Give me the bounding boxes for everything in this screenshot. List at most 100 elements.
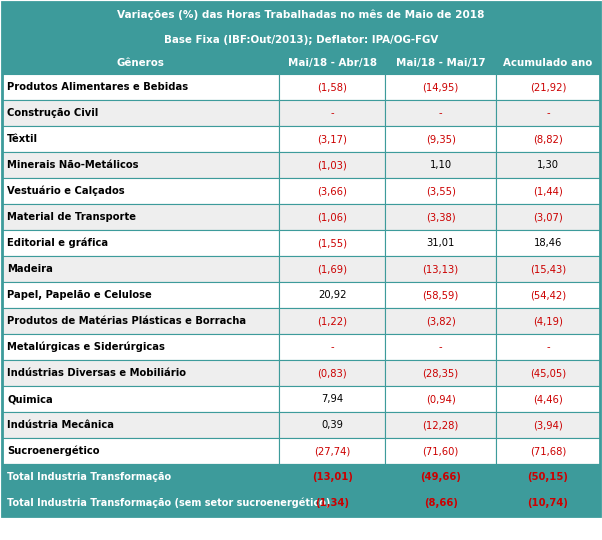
Bar <box>279 490 385 516</box>
Bar <box>496 412 600 438</box>
Text: Quimica: Quimica <box>7 394 53 404</box>
Bar <box>2 464 279 490</box>
Bar <box>2 308 279 334</box>
Text: Sucroenergético: Sucroenergético <box>7 446 99 456</box>
Text: Total Industria Transformação: Total Industria Transformação <box>7 472 171 482</box>
Text: (21,92): (21,92) <box>530 82 566 92</box>
Text: Indústrias Diversas e Mobiliário: Indústrias Diversas e Mobiliário <box>7 368 186 378</box>
Bar <box>385 204 496 230</box>
Bar <box>385 256 496 282</box>
Bar <box>385 490 496 516</box>
Text: (58,59): (58,59) <box>423 290 459 300</box>
Bar <box>496 490 600 516</box>
Bar <box>2 204 279 230</box>
Bar <box>496 152 600 178</box>
Text: (50,15): (50,15) <box>527 472 568 482</box>
Text: (1,34): (1,34) <box>315 498 349 508</box>
Text: -: - <box>330 342 334 352</box>
Bar <box>385 100 496 126</box>
Bar <box>2 438 279 464</box>
Text: (28,35): (28,35) <box>423 368 459 378</box>
Text: (3,66): (3,66) <box>317 186 347 196</box>
Bar <box>385 152 496 178</box>
Bar <box>496 100 600 126</box>
Text: (54,42): (54,42) <box>530 290 566 300</box>
Text: Papel, Papelão e Celulose: Papel, Papelão e Celulose <box>7 290 152 300</box>
Text: (3,55): (3,55) <box>426 186 456 196</box>
Text: Indústria Mecânica: Indústria Mecânica <box>7 420 114 430</box>
Bar <box>2 360 279 386</box>
Text: (13,01): (13,01) <box>312 472 353 482</box>
Text: Total Industria Transformação (sem setor sucroenergético): Total Industria Transformação (sem setor… <box>7 498 330 508</box>
Text: Variações (%) das Horas Trabalhadas no mês de Maio de 2018: Variações (%) das Horas Trabalhadas no m… <box>117 10 485 20</box>
Bar <box>279 52 385 74</box>
Text: (45,05): (45,05) <box>530 368 566 378</box>
Bar <box>2 178 279 204</box>
Text: (10,74): (10,74) <box>527 498 568 508</box>
Text: Madeira: Madeira <box>7 264 53 274</box>
Text: (1,03): (1,03) <box>317 160 347 170</box>
Bar <box>279 386 385 412</box>
Bar <box>385 178 496 204</box>
Text: (4,46): (4,46) <box>533 394 563 404</box>
Bar <box>279 178 385 204</box>
Bar <box>385 360 496 386</box>
Bar <box>279 438 385 464</box>
Text: (27,74): (27,74) <box>314 446 350 456</box>
Bar <box>496 256 600 282</box>
Bar <box>2 230 279 256</box>
Text: (9,35): (9,35) <box>426 134 456 144</box>
Text: (3,94): (3,94) <box>533 420 563 430</box>
Bar <box>496 230 600 256</box>
Bar <box>279 282 385 308</box>
Text: Base Fixa (IBF:Out/2013); Deflator: IPA/OG-FGV: Base Fixa (IBF:Out/2013); Deflator: IPA/… <box>164 35 438 45</box>
Bar <box>496 178 600 204</box>
Text: (8,66): (8,66) <box>424 498 458 508</box>
Text: (8,82): (8,82) <box>533 134 563 144</box>
Text: -: - <box>546 108 550 118</box>
Text: -: - <box>439 108 442 118</box>
Bar <box>385 126 496 152</box>
Text: Construção Civil: Construção Civil <box>7 108 98 118</box>
Text: (1,55): (1,55) <box>317 238 347 248</box>
Bar <box>385 412 496 438</box>
Bar <box>385 308 496 334</box>
Text: (0,83): (0,83) <box>317 368 347 378</box>
Bar <box>496 204 600 230</box>
Text: -: - <box>546 342 550 352</box>
Text: (49,66): (49,66) <box>420 472 461 482</box>
Text: 1,10: 1,10 <box>430 160 452 170</box>
Bar <box>279 360 385 386</box>
Text: (1,06): (1,06) <box>317 212 347 222</box>
Text: -: - <box>330 108 334 118</box>
Bar <box>279 334 385 360</box>
Bar <box>2 386 279 412</box>
Bar <box>385 230 496 256</box>
Bar <box>385 464 496 490</box>
Bar <box>496 126 600 152</box>
Text: Material de Transporte: Material de Transporte <box>7 212 136 222</box>
Text: (71,60): (71,60) <box>423 446 459 456</box>
Text: (1,44): (1,44) <box>533 186 563 196</box>
Text: (3,17): (3,17) <box>317 134 347 144</box>
Text: Vestuário e Calçados: Vestuário e Calçados <box>7 186 125 196</box>
Text: (15,43): (15,43) <box>530 264 566 274</box>
Bar <box>2 256 279 282</box>
Bar <box>279 152 385 178</box>
Bar <box>279 412 385 438</box>
Bar <box>385 386 496 412</box>
Bar <box>496 74 600 100</box>
Bar <box>279 308 385 334</box>
Text: Minerais Não-Metálicos: Minerais Não-Metálicos <box>7 160 138 170</box>
Bar <box>496 282 600 308</box>
Bar <box>2 490 279 516</box>
Text: Produtos Alimentares e Bebidas: Produtos Alimentares e Bebidas <box>7 82 188 92</box>
Bar <box>385 334 496 360</box>
Bar <box>496 386 600 412</box>
Text: 31,01: 31,01 <box>426 238 455 248</box>
Text: Produtos de Matérias Plásticas e Borracha: Produtos de Matérias Plásticas e Borrach… <box>7 316 246 326</box>
Bar <box>279 464 385 490</box>
Bar <box>2 334 279 360</box>
Text: 20,92: 20,92 <box>318 290 346 300</box>
Text: 1,30: 1,30 <box>537 160 559 170</box>
